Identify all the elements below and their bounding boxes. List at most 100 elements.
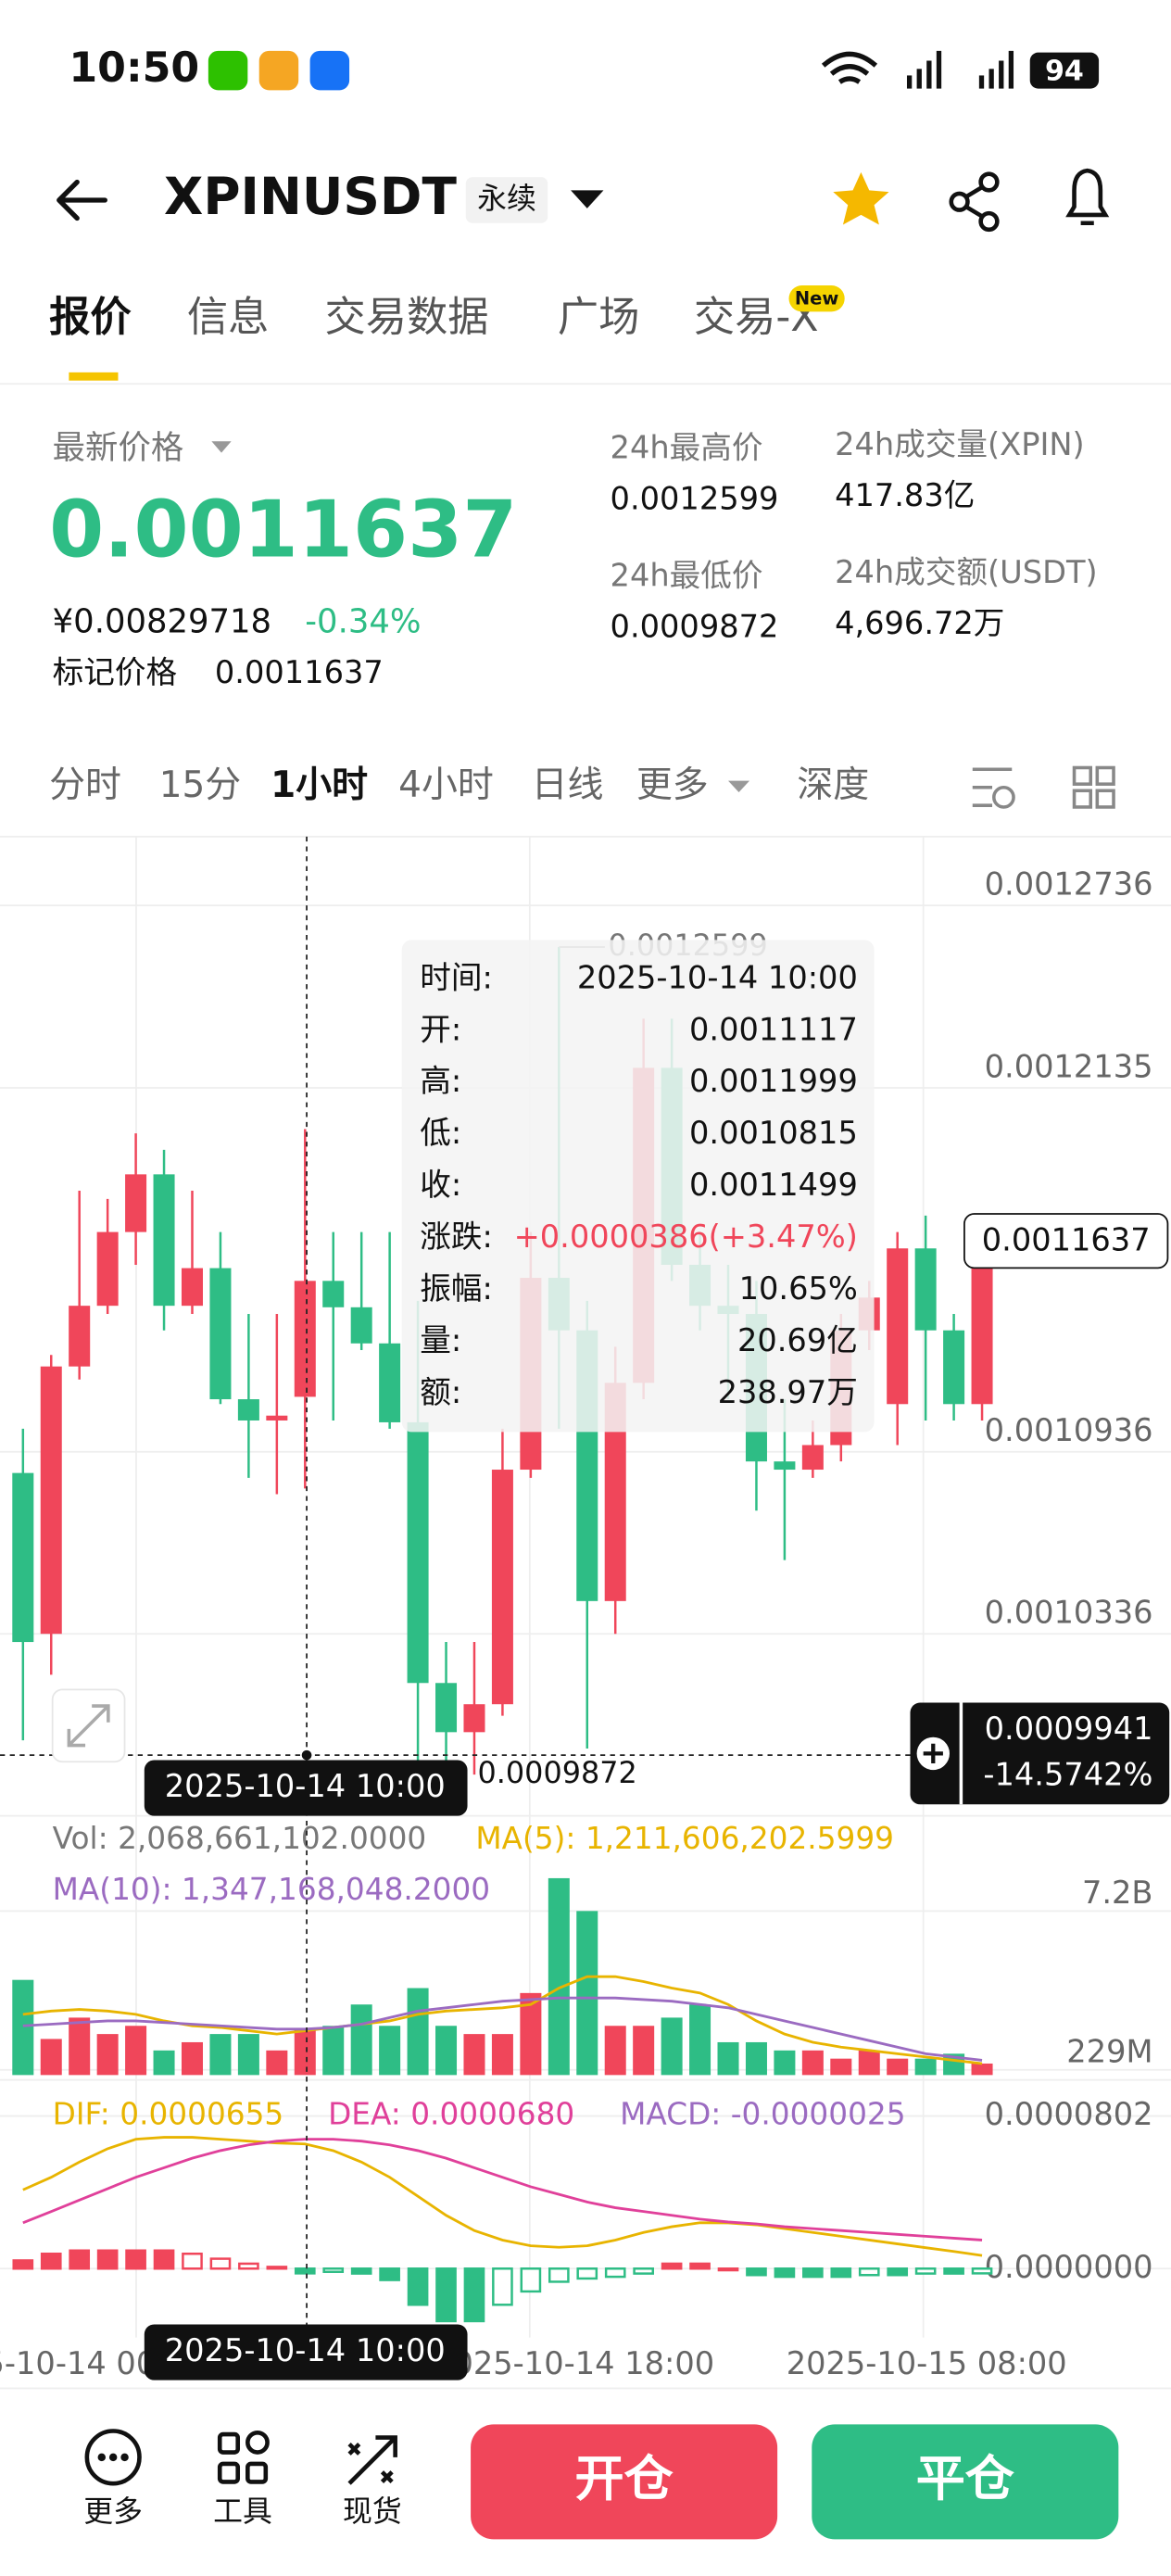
macd-bar [182,2253,203,2270]
macd-bar [548,2267,570,2283]
macd-bar [12,2259,34,2270]
more-dropdown[interactable] [728,780,750,793]
tooltip-value: 2025-10-14 10:00 [577,959,858,995]
volume-panel: 7.2B 229M [0,1875,1171,2076]
symbol[interactable]: XPINUSDT [164,167,457,226]
interval[interactable]: 1小时 [271,764,368,806]
candle-body [181,1268,204,1307]
candle-body [407,1421,429,1684]
volume-bar [266,2050,288,2076]
macd-bar [746,2267,767,2277]
action-label[interactable]: 更多 [83,2494,143,2529]
interval[interactable]: 更多 [636,764,709,806]
macd-bar [971,2267,993,2275]
tab[interactable]: 交易数据 [325,294,489,341]
candle-body [491,1470,513,1705]
close-button[interactable] [812,2424,1119,2540]
share-button[interactable] [949,171,1000,233]
volume-bar [858,2050,880,2076]
candle-body [463,1704,485,1733]
volume-bar [745,2041,767,2076]
tab[interactable]: 广场 [558,294,640,341]
macd-bar [209,2257,232,2270]
tooltip-label: 高: [420,1063,461,1099]
candle-body [887,1248,909,1405]
crosshair-percent: -14.5742% [983,1757,1152,1793]
stat-value: 0.0012599 [611,480,779,516]
bell-button[interactable] [1065,168,1110,226]
symbol-dropdown[interactable] [571,190,604,208]
macd-bar [407,2267,429,2306]
app-icon [258,50,299,91]
tooltip-value: 20.69亿 [737,1322,858,1358]
macd-bar [830,2267,852,2279]
volume-bar [181,2041,204,2076]
volume-bar [661,2017,683,2076]
y-tick-label: 229M [1066,2034,1152,2070]
volume-bar [491,2034,513,2076]
macd-bar [125,2249,146,2270]
tooltip-label: 收: [420,1167,461,1203]
favorite-star[interactable] [833,171,889,225]
more-icon[interactable] [84,2429,142,2486]
candle-body [153,1174,175,1307]
tooltip-label: 涨跌: [420,1219,493,1255]
tab[interactable]: 报价 [49,294,132,341]
macd-bar [633,2267,654,2275]
ma5-legend: MA(5): 1,211,606,202.5999 [475,1821,894,1856]
volume-bar [350,2004,372,2076]
open-button-label[interactable]: 开仓 [575,2450,674,2507]
app-icon [208,50,248,91]
candle-body [774,1461,796,1471]
interval[interactable]: 4小时 [398,764,494,806]
action-label[interactable]: 工具 [213,2494,272,2529]
interval[interactable]: 深度 [797,764,869,806]
macd-bar [350,2267,372,2275]
last-price-tag-text: 0.0011637 [982,1222,1151,1258]
candle-body [125,1174,147,1232]
app-icon [309,50,350,91]
tooltip-label: 量: [420,1322,461,1358]
volume-bar [717,2041,739,2076]
volume-bar [887,2058,909,2076]
last-price: 0.0011637 [49,485,517,576]
macd-bar [266,2266,288,2270]
macd-bar [463,2267,485,2323]
macd-bar [40,2253,62,2270]
new-badge-text: New [795,288,838,309]
tooltip-value: 238.97万 [718,1374,858,1410]
volume-bar [971,2063,993,2076]
interval[interactable]: 15分 [159,764,241,806]
close-button-label[interactable]: 平仓 [916,2450,1015,2507]
volume-bar [209,2034,232,2076]
tab[interactable]: 信息 [187,294,270,341]
dif-line [22,2136,983,2257]
layout-button[interactable] [1072,765,1115,809]
stat-value: 417.83亿 [835,477,975,513]
volume-bar [379,2026,401,2076]
spot-icon[interactable] [347,2435,397,2485]
new-badge [788,285,845,312]
interval[interactable]: 分时 [49,764,121,806]
candle-body [96,1231,119,1307]
volume-bar [435,2026,458,2076]
back-button[interactable] [57,179,107,221]
macd-bar [379,2267,400,2281]
interval[interactable]: 日线 [532,764,604,806]
indicator-settings[interactable] [972,767,1015,809]
macd-bar [576,2267,598,2280]
tooltip-label: 振幅: [420,1270,493,1307]
tooltip-value: 0.0011499 [689,1167,858,1203]
last-price-tag [963,1213,1169,1269]
open-button[interactable] [471,2424,778,2540]
candle-body [350,1307,372,1344]
cny-price: ¥0.00829718 [53,603,271,641]
candle-body [266,1415,288,1421]
tools-icon[interactable] [217,2430,270,2484]
label-dropdown[interactable] [211,441,232,453]
volume-bar [520,1992,542,2076]
volume-bar [914,2058,937,2076]
volume-bar [576,1911,598,2076]
action-label[interactable]: 现货 [343,2494,402,2529]
